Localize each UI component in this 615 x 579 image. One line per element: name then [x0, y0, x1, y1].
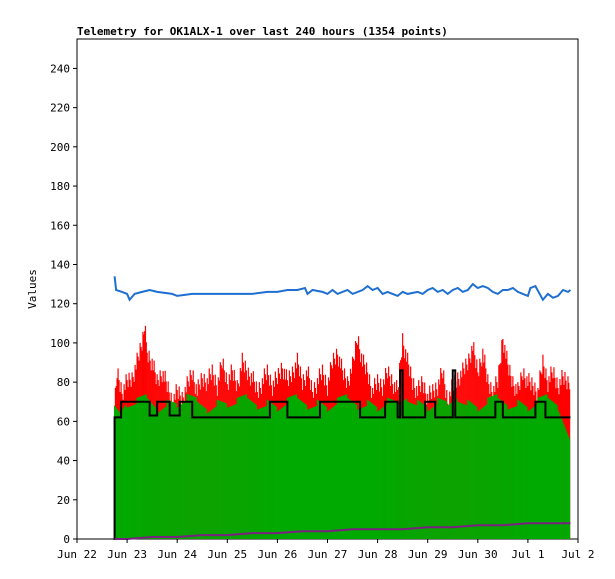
- series-3-line: [113, 369, 571, 540]
- y-tick-label: 20: [57, 494, 70, 507]
- x-tick-label: Jun 26: [258, 548, 298, 561]
- y-tick-label: 200: [50, 141, 70, 154]
- y-tick-label: 80: [57, 376, 70, 389]
- y-axis: 0 20 40 60 80 100 120 140 160 180 200 220 240: [50, 62, 77, 546]
- series-layer: [113, 276, 572, 540]
- y-tick-label: 100: [50, 337, 70, 350]
- y-tick-label: 40: [57, 455, 70, 468]
- y-tick-label: 220: [50, 102, 70, 115]
- series-1: [113, 393, 571, 539]
- x-tick-label: Jun 24: [157, 548, 197, 561]
- y-tick-label: 180: [50, 180, 70, 193]
- chart-title: Telemetry for OK1ALX-1 over last 240 hou…: [77, 25, 448, 38]
- x-tick-label: Jun 28: [358, 548, 398, 561]
- x-tick-label: Jun 25: [207, 548, 247, 561]
- x-tick-label: Jun 29: [408, 548, 448, 561]
- x-tick-label: Jul 2: [561, 548, 594, 561]
- y-tick-label: 160: [50, 219, 70, 232]
- x-tick-label: Jun 30: [458, 548, 498, 561]
- x-tick-label: Jul 1: [511, 548, 544, 561]
- x-axis: Jun 22 Jun 23 Jun 24 Jun 25 Jun 26 Jun 27 Jun …: [57, 539, 595, 561]
- y-axis-label: Values: [26, 269, 39, 309]
- y-tick-label: 120: [50, 298, 70, 311]
- y-tick-label: 140: [50, 258, 70, 271]
- series-2-line: [113, 276, 572, 302]
- series-4-line: [114, 522, 571, 540]
- y-tick-label: 0: [63, 533, 70, 546]
- y-tick-label: 60: [57, 415, 70, 428]
- x-tick-label: Jun 22: [57, 548, 97, 561]
- x-tick-label: Jun 27: [308, 548, 348, 561]
- y-tick-label: 240: [50, 62, 70, 75]
- x-tick-label: Jun 23: [107, 548, 147, 561]
